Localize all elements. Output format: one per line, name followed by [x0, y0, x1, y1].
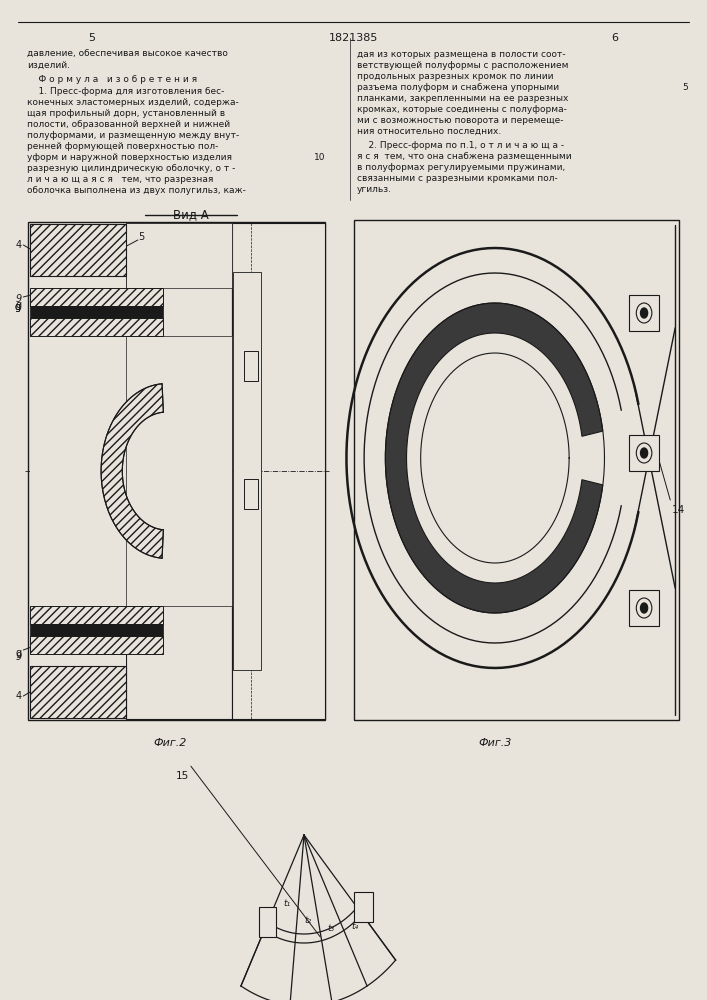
- Text: кромках, которые соединены с полуформа-: кромках, которые соединены с полуформа-: [357, 105, 567, 114]
- Bar: [244, 351, 258, 381]
- Bar: [28, 222, 325, 720]
- Bar: [232, 223, 325, 719]
- Bar: [30, 276, 126, 288]
- Bar: [244, 479, 258, 509]
- Text: 4: 4: [16, 691, 22, 701]
- Text: конечных эластомерных изделий, содержа-: конечных эластомерных изделий, содержа-: [27, 98, 239, 107]
- Text: t₄: t₄: [352, 922, 359, 931]
- FancyBboxPatch shape: [354, 892, 373, 922]
- Bar: [30, 306, 163, 318]
- Text: 6: 6: [612, 33, 619, 43]
- Text: 14: 14: [672, 505, 685, 515]
- Text: 2. Пресс-форма по п.1, о т л и ч а ю щ а -: 2. Пресс-форма по п.1, о т л и ч а ю щ а…: [357, 141, 564, 150]
- Circle shape: [641, 448, 648, 458]
- Text: ветствующей полуформы с расположением: ветствующей полуформы с расположением: [357, 61, 568, 70]
- Text: 10: 10: [314, 153, 325, 162]
- Bar: [30, 318, 163, 336]
- Text: Фиг.2: Фиг.2: [153, 738, 187, 748]
- Bar: [30, 224, 126, 276]
- Text: я с я  тем, что она снабжена размещенными: я с я тем, что она снабжена размещенными: [357, 152, 572, 161]
- Text: g: g: [16, 300, 22, 310]
- Circle shape: [641, 603, 648, 613]
- Text: изделий.: изделий.: [27, 61, 70, 70]
- Text: давление, обеспечивая высокое качество: давление, обеспечивая высокое качество: [27, 50, 228, 59]
- Text: Вид А: Вид А: [173, 208, 209, 221]
- Text: ренней формующей поверхностью пол-: ренней формующей поверхностью пол-: [27, 142, 218, 151]
- Text: связанными с разрезными кромками пол-: связанными с разрезными кромками пол-: [357, 174, 558, 183]
- Text: t₂: t₂: [304, 916, 311, 925]
- Bar: [126, 223, 232, 719]
- Bar: [233, 272, 261, 670]
- Text: продольных разрезных кромок по линии: продольных разрезных кромок по линии: [357, 72, 554, 81]
- Text: ми с возможностью поворота и перемеще-: ми с возможностью поворота и перемеще-: [357, 116, 563, 125]
- Text: g: g: [14, 302, 21, 312]
- Text: 15: 15: [175, 771, 189, 781]
- Text: 5: 5: [138, 232, 144, 242]
- Text: угильз.: угильз.: [357, 185, 392, 194]
- Bar: [629, 295, 659, 331]
- Bar: [629, 435, 659, 471]
- Text: g: g: [16, 648, 22, 658]
- Text: Ф о р м у л а   и з о б р е т е н и я: Ф о р м у л а и з о б р е т е н и я: [27, 75, 197, 84]
- Text: t₁: t₁: [284, 899, 291, 908]
- Text: 1821385: 1821385: [329, 33, 378, 43]
- Bar: [126, 223, 232, 288]
- Text: 1. Пресс-форма для изготовления бес-: 1. Пресс-форма для изготовления бес-: [27, 87, 224, 96]
- Text: л и ч а ю щ а я с я   тем, что разрезная: л и ч а ю щ а я с я тем, что разрезная: [27, 175, 214, 184]
- Bar: [30, 624, 163, 636]
- Text: оболочка выполнена из двух полугильз, каж-: оболочка выполнена из двух полугильз, ка…: [27, 186, 246, 195]
- Text: 9: 9: [16, 294, 22, 304]
- Bar: [629, 590, 659, 626]
- Text: полости, образованной верхней и нижней: полости, образованной верхней и нижней: [27, 120, 230, 129]
- Text: 9: 9: [16, 652, 22, 662]
- Text: щая профильный дорн, установленный в: щая профильный дорн, установленный в: [27, 109, 225, 118]
- Circle shape: [641, 308, 648, 318]
- Text: планками, закрепленными на ее разрезных: планками, закрепленными на ее разрезных: [357, 94, 568, 103]
- PathPatch shape: [101, 384, 163, 558]
- Bar: [30, 654, 126, 666]
- Bar: [30, 288, 163, 306]
- Text: t₃: t₃: [327, 924, 334, 933]
- Text: g: g: [14, 302, 21, 312]
- Text: 5: 5: [88, 33, 95, 43]
- FancyBboxPatch shape: [259, 907, 276, 937]
- Polygon shape: [385, 303, 603, 613]
- Text: полуформами, и размещенную между внут-: полуформами, и размещенную между внут-: [27, 131, 239, 140]
- Text: ния относительно последних.: ния относительно последних.: [357, 127, 501, 136]
- Bar: [126, 336, 232, 606]
- Text: уформ и наружной поверхностью изделия: уформ и наружной поверхностью изделия: [27, 153, 232, 162]
- Bar: [30, 636, 163, 654]
- Bar: [30, 606, 163, 624]
- Text: разрезную цилиндрическую оболочку, о т -: разрезную цилиндрическую оболочку, о т -: [27, 164, 235, 173]
- Text: разъема полуформ и снабжена упорными: разъема полуформ и снабжена упорными: [357, 83, 559, 92]
- Text: Фиг.3: Фиг.3: [478, 738, 512, 748]
- Bar: [30, 666, 126, 718]
- Text: 5: 5: [682, 83, 688, 92]
- Bar: [30, 336, 163, 606]
- Text: 4: 4: [16, 240, 22, 250]
- Text: дая из которых размещена в полости соот-: дая из которых размещена в полости соот-: [357, 50, 566, 59]
- Bar: [354, 220, 679, 720]
- Text: в полуформах регулируемыми пружинами,: в полуформах регулируемыми пружинами,: [357, 163, 566, 172]
